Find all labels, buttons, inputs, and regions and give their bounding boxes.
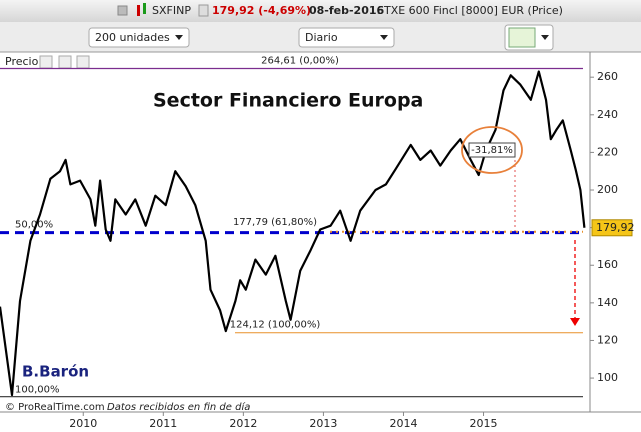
level-label: 100,00%: [15, 385, 60, 396]
price: 179,92 (-4,69%): [212, 4, 311, 17]
annotation-box: [468, 142, 516, 158]
info-icon[interactable]: [198, 4, 209, 17]
x-tick-label: 2014: [389, 417, 417, 430]
candle-icon: [143, 3, 146, 14]
x-tick-label: 2011: [149, 417, 177, 430]
units: 200 unidades: [95, 31, 170, 44]
tools-icon: [508, 27, 536, 48]
panel-icon[interactable]: [39, 55, 53, 69]
instrument: STXE 600 Fincl [8000] EUR (Price): [377, 4, 563, 17]
panel-icon[interactable]: [58, 55, 72, 69]
x-tick-label: 2015: [470, 417, 498, 430]
price-tag-label: 179,92: [596, 221, 635, 234]
x-tick-label: 2012: [229, 417, 257, 430]
panel-label: Precio: [5, 55, 39, 68]
arrow: [380, 35, 388, 40]
y-tick-label: 220: [597, 145, 618, 158]
footer: © ProRealTime.com: [5, 402, 105, 413]
y-tick-label: 120: [597, 333, 618, 346]
toolbar: [0, 0, 641, 22]
level-label: 264,61 (0,00%): [261, 56, 339, 67]
level-label: 124,12 (100,00%): [230, 320, 321, 331]
period-dropdown[interactable]: [298, 27, 395, 48]
chart-title: Sector Financiero Europa: [153, 90, 423, 112]
date: 08-feb-2016: [309, 4, 385, 17]
arrow: [175, 35, 183, 40]
author: B.Barón: [22, 363, 89, 381]
candle-icon: [137, 5, 140, 16]
y-tick-label: 100: [597, 371, 618, 384]
y-tick-label: 160: [597, 258, 618, 271]
period: Diario: [305, 31, 338, 44]
price-line: [0, 70, 586, 397]
y-tick-label: 260: [597, 70, 618, 83]
units-dropdown[interactable]: [88, 27, 190, 48]
level-label: 50,00%: [15, 220, 53, 231]
footer-note: Datos recibidos en fin de día: [107, 401, 250, 413]
annotation: -31,81%: [471, 145, 513, 156]
x-tick-label: 2013: [309, 417, 337, 430]
panel-icon[interactable]: [76, 55, 90, 69]
y-tick-label: 140: [597, 296, 618, 309]
annotation-ellipse: [461, 126, 523, 174]
icon[interactable]: [117, 5, 128, 16]
x-tick-label: 2010: [69, 417, 97, 430]
level-label: 177,79 (61,80%): [233, 217, 317, 228]
arrow: [541, 35, 549, 40]
y-tick-label: 200: [597, 183, 618, 196]
arrow-head: [570, 318, 580, 326]
price-tag: [591, 219, 633, 237]
y-tick-label: 240: [597, 108, 618, 121]
symbol: SXFINP: [152, 4, 191, 17]
